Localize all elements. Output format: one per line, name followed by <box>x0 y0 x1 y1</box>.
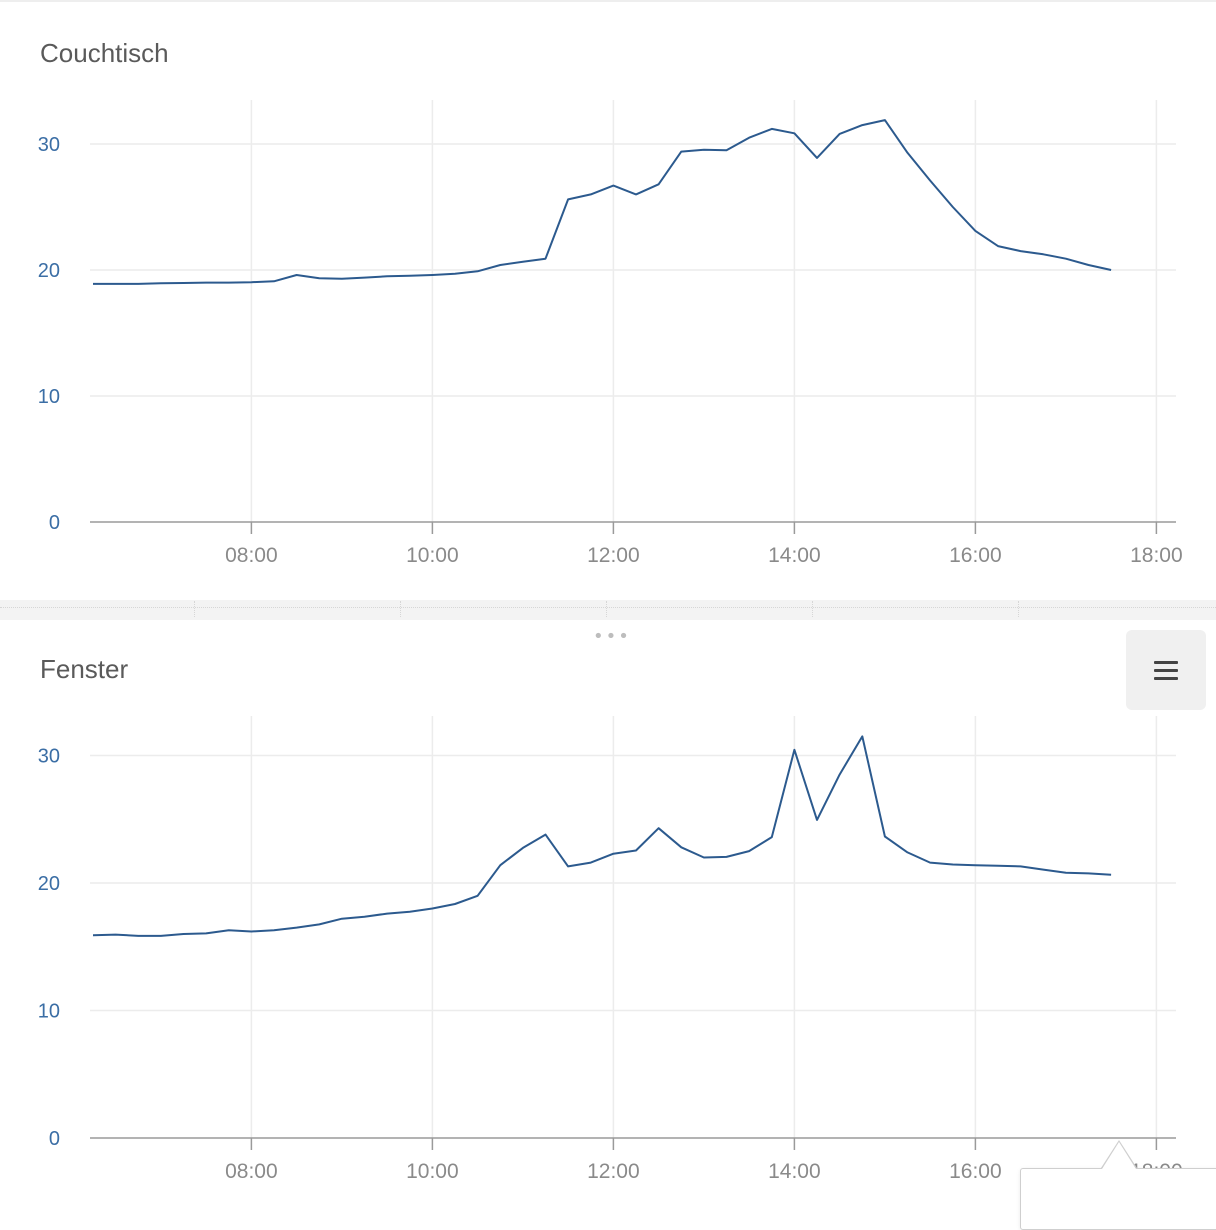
x-tick-label: 16:00 <box>949 544 1002 567</box>
y-tick-label: 30 <box>38 746 60 768</box>
divider-line <box>0 607 1216 608</box>
x-tick-label: 16:00 <box>949 1160 1002 1183</box>
divider-tick <box>812 601 815 617</box>
tooltip <box>1020 1168 1216 1230</box>
divider-tick <box>400 601 403 617</box>
divider-tick <box>606 601 609 617</box>
chart-title: Couchtisch <box>40 38 169 68</box>
x-tick-label: 14:00 <box>768 544 821 567</box>
chart-title: Fenster <box>40 654 129 684</box>
x-tick-label: 08:00 <box>225 544 278 567</box>
x-tick-label: 18:00 <box>1130 544 1183 567</box>
y-tick-label: 10 <box>38 386 60 408</box>
panel-divider[interactable] <box>0 600 1216 620</box>
x-tick-label: 14:00 <box>768 1160 821 1183</box>
series-line <box>93 119 1112 285</box>
y-tick-label: 10 <box>38 1001 60 1023</box>
series-line <box>92 735 1112 937</box>
y-tick-label: 20 <box>38 260 60 282</box>
chart-couchtisch[interactable]: 08:00 10:00 12:00 14:00 16:00 18:00 0 10 20 30 <box>0 2 1216 602</box>
chart-panel-couchtisch: Couchtisch 08:00 10:00 12:00 14:00 16:00 18:0… <box>0 0 1216 602</box>
x-tick-label: 10:00 <box>406 544 459 567</box>
tooltip-caret-inner <box>1102 1142 1136 1169</box>
y-tick-label: 30 <box>38 134 60 156</box>
y-tick-label: 0 <box>49 512 60 534</box>
x-tick-label: 10:00 <box>406 1160 459 1183</box>
menu-button[interactable] <box>1126 630 1206 710</box>
divider-tick <box>194 601 197 617</box>
x-tick-label: 12:00 <box>587 544 640 567</box>
y-tick-label: 20 <box>38 873 60 895</box>
resize-dots-icon[interactable]: ••• <box>593 626 631 647</box>
hamburger-menu-icon <box>1154 658 1178 682</box>
divider-tick <box>1018 601 1021 617</box>
x-tick-label: 08:00 <box>225 1160 278 1183</box>
chart-panel-fenster: Fenster 08:0010:0012:0014:0016:0018:0001… <box>0 620 1216 1216</box>
y-tick-label: 0 <box>49 1128 60 1150</box>
x-tick-label: 12:00 <box>587 1160 640 1183</box>
